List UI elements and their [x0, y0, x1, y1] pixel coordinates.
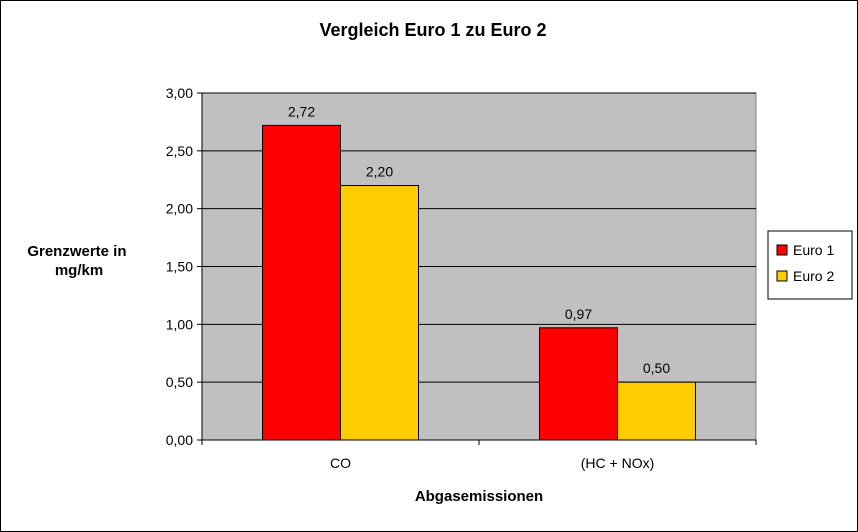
y-tick-label-5: 2,50 — [166, 143, 193, 159]
x-category-label-1: CO — [330, 455, 351, 471]
legend-label-2: Euro 2 — [793, 268, 834, 284]
bar-2-1 — [340, 185, 419, 441]
y-axis-title: Grenzwerte in mg/km — [27, 243, 130, 279]
legend-swatch-1 — [776, 244, 788, 256]
bar-2-2 — [617, 381, 696, 441]
x-axis-title: Abgasemissionen — [415, 488, 543, 505]
chart-title: Vergleich Euro 1 zu Euro 2 — [319, 20, 546, 40]
data-label-2-2: 0,50 — [643, 360, 670, 376]
legend: Euro 1 Euro 2 — [767, 230, 853, 300]
y-tick-label-6: 3,00 — [166, 85, 193, 101]
y-tick-label-2: 1,00 — [166, 316, 193, 332]
x-category-label-2: (HC + NOx) — [581, 455, 655, 471]
bar-1-1 — [262, 124, 341, 441]
y-tick-label-3: 1,50 — [166, 259, 193, 275]
y-tick-label-1: 0,50 — [166, 374, 193, 390]
y-axis-title-line-2: mg/km — [55, 262, 103, 279]
data-label-2-1: 2,20 — [366, 164, 393, 180]
legend-label-1: Euro 1 — [793, 242, 834, 258]
bar-1-2 — [539, 327, 618, 441]
data-label-1-2: 0,97 — [565, 306, 592, 322]
legend-box — [767, 230, 853, 300]
plot-area: 0,00 0,50 1,00 1,50 2,00 2,50 3,00 2,72 2,20 CO 0,… — [166, 85, 757, 471]
legend-swatch-2 — [776, 270, 788, 282]
data-label-1-1: 2,72 — [288, 103, 315, 119]
y-axis-title-line-1: Grenzwerte in — [27, 243, 126, 260]
y-tick-label-0: 0,00 — [166, 432, 193, 448]
y-tick-label-4: 2,00 — [166, 201, 193, 217]
